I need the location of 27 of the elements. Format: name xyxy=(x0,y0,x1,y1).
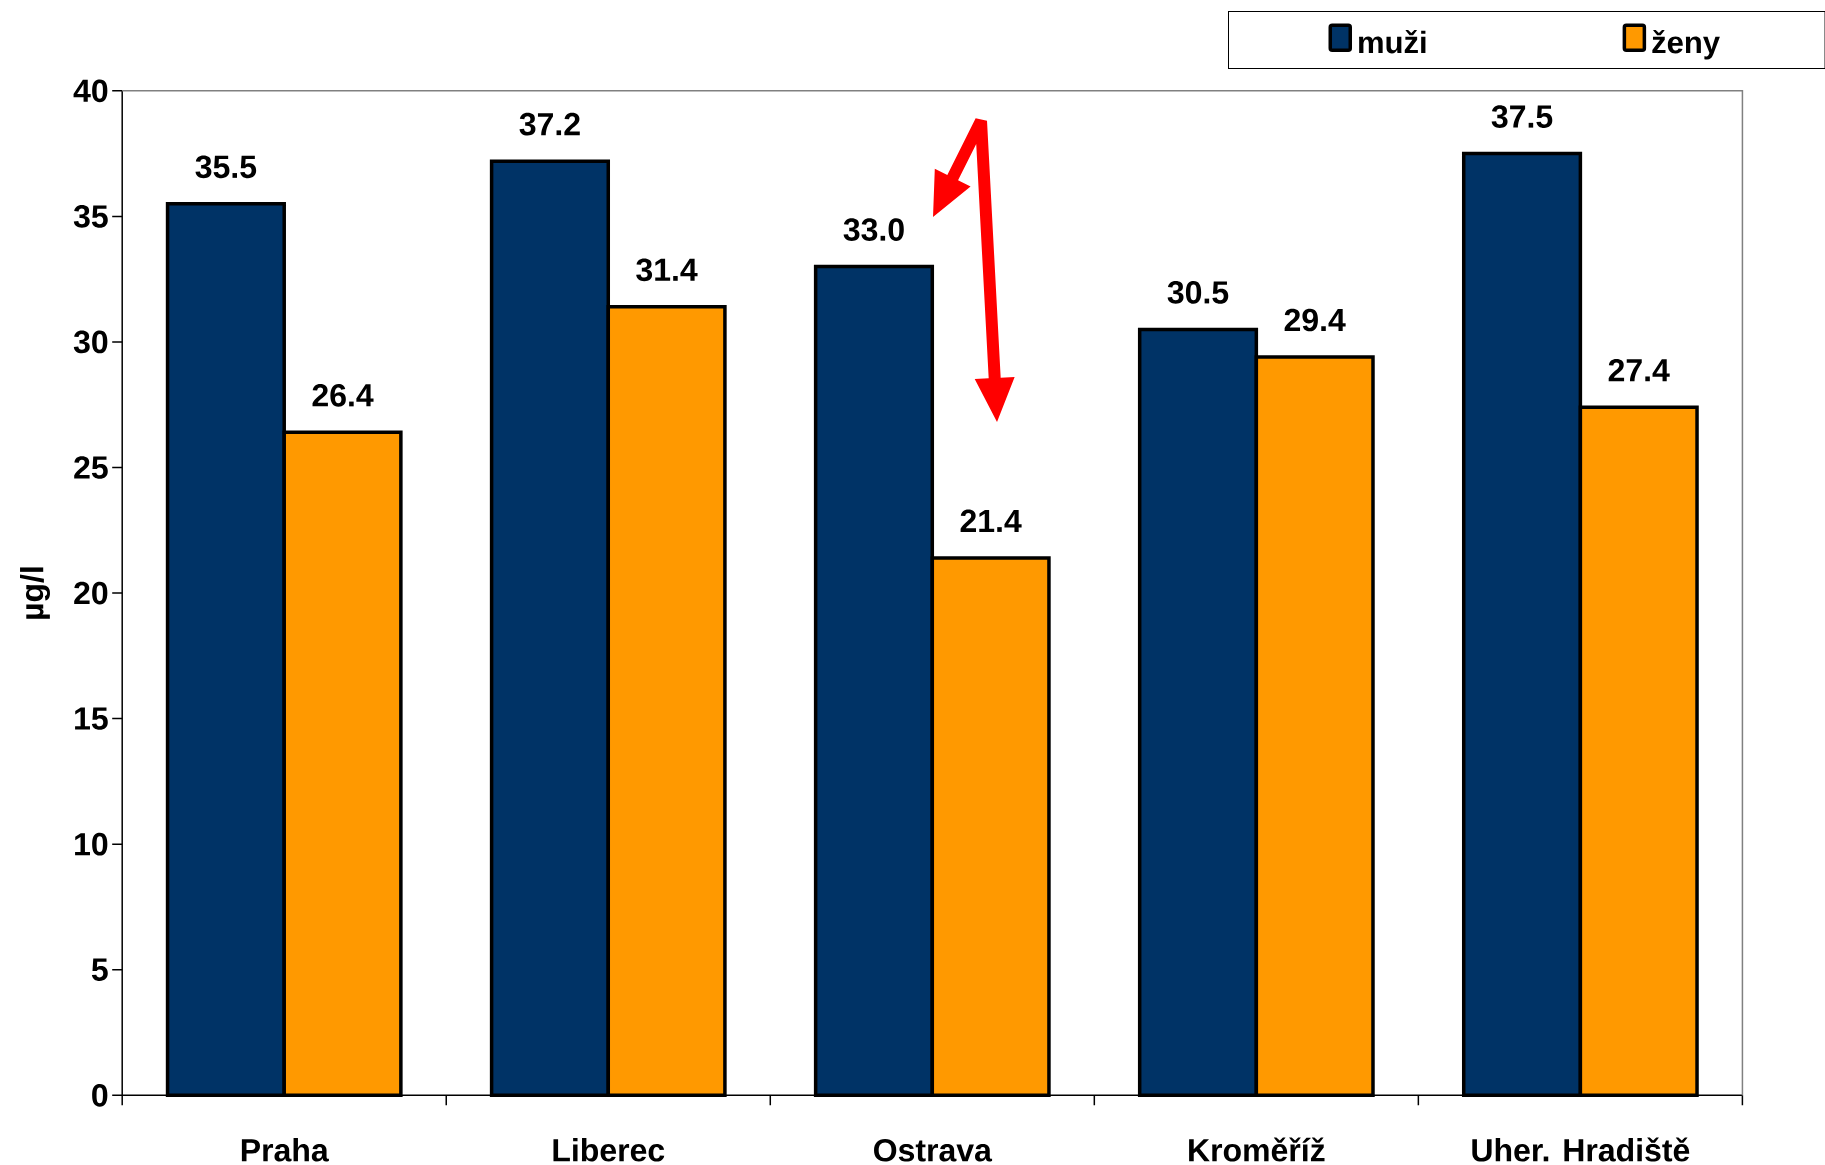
y-tick-label: 5 xyxy=(91,958,108,981)
y-tick-label: 40 xyxy=(73,79,108,103)
y-tick-label: 35 xyxy=(73,205,108,228)
x-tick-label: Ostrava xyxy=(874,1138,993,1162)
data-label: 35.5 xyxy=(195,155,257,179)
legend-label: ženy xyxy=(1652,29,1720,60)
y-tick-label: 0 xyxy=(92,1083,108,1107)
x-tick-label: Kroměříž xyxy=(1189,1137,1325,1162)
y-tick-label: 30 xyxy=(73,330,108,354)
data-label: 29.4 xyxy=(1284,308,1346,332)
y-tick-label: 25 xyxy=(74,456,108,479)
data-label: 31.4 xyxy=(636,258,698,282)
data-label: 21.4 xyxy=(960,509,1022,532)
y-tick-label: 10 xyxy=(75,832,108,856)
data-label: 37.2 xyxy=(519,112,580,136)
data-label: 33.0 xyxy=(843,218,904,241)
y-tick-label: 15 xyxy=(75,707,108,730)
x-tick-label: Uher. Hradiště xyxy=(1472,1137,1690,1162)
legend-label: muži xyxy=(1359,29,1426,54)
x-tick-label: Praha xyxy=(241,1138,329,1162)
data-label: 30.5 xyxy=(1167,281,1229,304)
y-axis-title: µg/l xyxy=(20,567,50,619)
data-label: 26.4 xyxy=(312,384,374,407)
x-tick-label: Liberec xyxy=(553,1138,665,1162)
y-tick-label: 20 xyxy=(74,581,108,605)
data-label: 37.5 xyxy=(1491,105,1553,128)
data-label: 27.4 xyxy=(1608,358,1670,382)
